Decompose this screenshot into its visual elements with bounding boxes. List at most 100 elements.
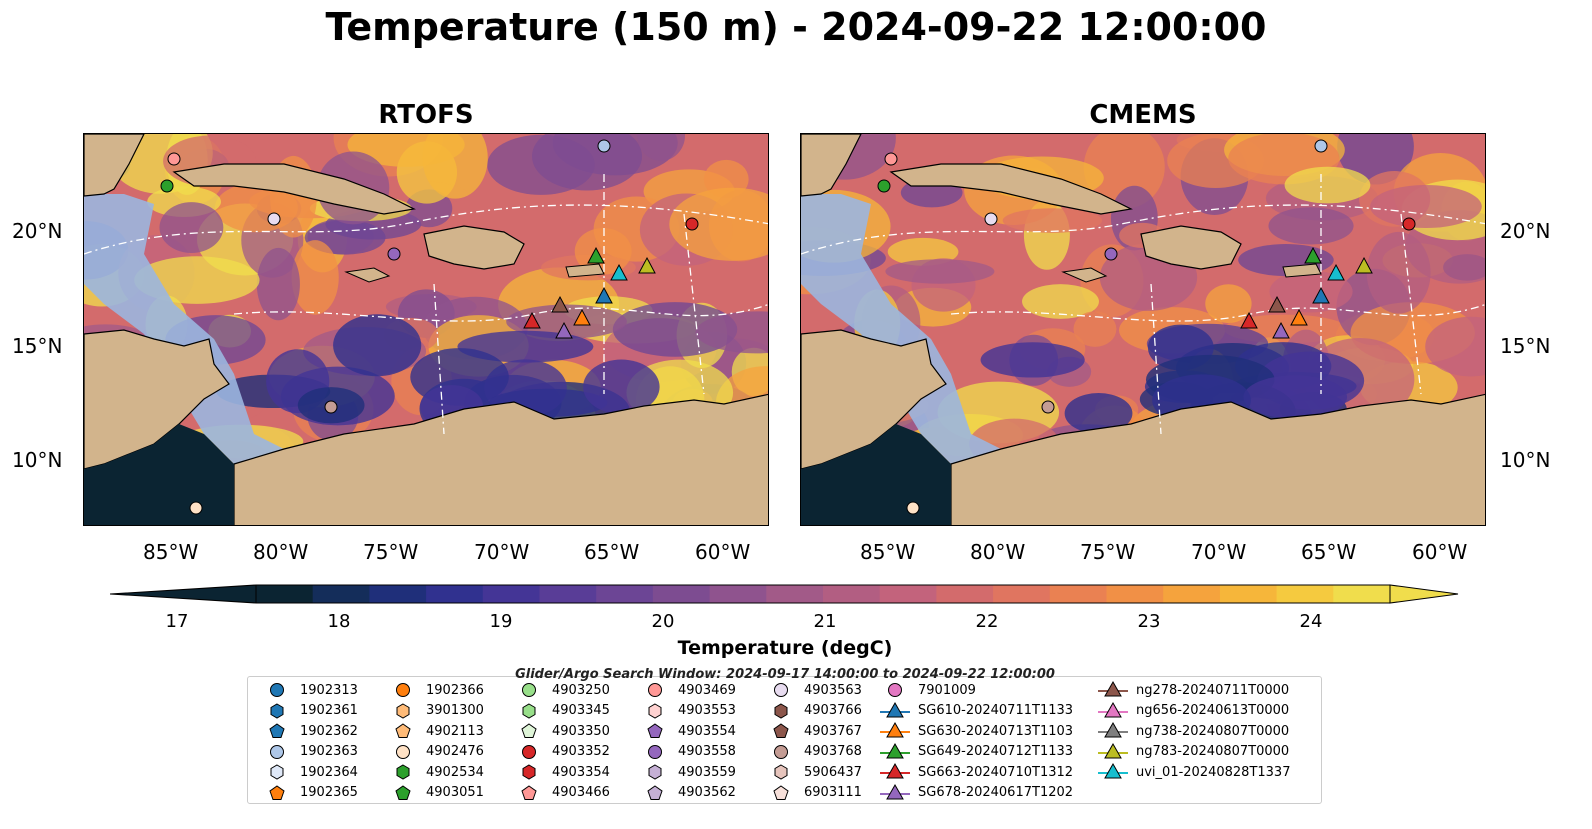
colorbar-tick-19: 19 [489, 611, 513, 632]
hexagon-marker-icon [522, 764, 536, 780]
legend-label: 7901009 [918, 682, 976, 698]
glider-marker [610, 263, 628, 281]
legend-entry: 4903767 [764, 721, 862, 741]
legend-entry: 1902361 [260, 701, 358, 721]
pentagon-marker-icon [521, 784, 537, 800]
legend-entry: ng738-20240807T0000 [1096, 721, 1289, 741]
float-marker [597, 139, 611, 153]
legend-entry: 4903466 [512, 783, 610, 803]
legend-label: 1902363 [300, 744, 358, 759]
float-marker [906, 501, 920, 515]
temperature-patch [695, 311, 768, 354]
legend-label: 4903559 [678, 764, 736, 780]
float-marker [1104, 247, 1118, 261]
triangle-line-marker-icon [1098, 721, 1128, 738]
circle-marker-icon [648, 744, 662, 759]
lon-label-85w-rtofs: 85°W [143, 540, 199, 564]
float-marker [387, 247, 401, 261]
pentagon-marker-icon [647, 784, 663, 800]
pacific-ocean [84, 424, 234, 525]
glider-marker [1312, 286, 1330, 304]
land-hispaniola [1140, 225, 1242, 270]
legend-entry: 1902363 [260, 742, 358, 762]
temperature-patch [1366, 231, 1431, 314]
glider-marker [551, 295, 569, 313]
temperature-colorbar [110, 584, 1459, 604]
lat-label-10n-right: 10°N [1500, 448, 1551, 472]
triangle-line-marker-icon [1098, 742, 1128, 758]
legend-label: 1902362 [300, 723, 358, 739]
glider-marker [523, 311, 541, 329]
circle-marker-icon [648, 683, 662, 697]
legend-entry: SG630-20240713T1103 [878, 721, 1073, 741]
legend-label: 4903563 [804, 682, 862, 698]
glider-marker [1355, 256, 1373, 274]
triangle-line-marker-icon [1098, 680, 1128, 697]
colorbar-label: Temperature (degC) [677, 637, 893, 659]
temperature-patch [1284, 166, 1371, 204]
pentagon-marker-icon [395, 723, 411, 738]
land-cuba [889, 163, 1133, 215]
legend-entry: 4903051 [386, 783, 484, 803]
circle-marker-icon [270, 744, 284, 759]
pentagon-marker-icon [395, 784, 411, 800]
circle-marker-icon [522, 683, 536, 697]
pentagon-marker-icon [647, 723, 663, 738]
legend-entry: ng656-20240613T0000 [1096, 701, 1289, 721]
hexagon-marker-icon [396, 702, 410, 719]
legend-label: 4903768 [804, 744, 862, 759]
temperature-patch [669, 187, 768, 261]
legend-label: 4902534 [426, 764, 484, 780]
legend-label: 4903250 [552, 682, 610, 698]
float-marker [984, 212, 998, 226]
temperature-patch [1269, 270, 1353, 313]
colorbar-tick-22: 22 [975, 611, 999, 632]
legend-entry: 4903469 [638, 680, 736, 700]
lon-label-75w-cmems: 75°W [1080, 540, 1136, 564]
colorbar-extend-high [1389, 584, 1459, 604]
lat-label-20n-left: 20°N [12, 219, 63, 243]
legend-label: 1902366 [426, 682, 484, 698]
legend-entry: SG663-20240710T1312 [878, 762, 1073, 782]
land-yucatan [84, 134, 145, 197]
colorbar-tick-21: 21 [813, 611, 837, 632]
legend-entry: 6903111 [764, 783, 862, 803]
colorbar-segment [936, 585, 994, 603]
land-cuba [172, 163, 416, 215]
glider-marker [555, 321, 573, 339]
colorbar-segment [369, 585, 427, 603]
glider-marker [573, 308, 591, 326]
float-marker [324, 400, 338, 414]
circle-marker-icon [396, 744, 410, 759]
float-marker [884, 152, 898, 166]
temperature-patch [1022, 284, 1099, 319]
colorbar-extend-low [110, 584, 257, 604]
legend-label: ng738-20240807T0000 [1136, 723, 1290, 739]
colorbar-segment [1276, 585, 1334, 603]
circle-marker-icon [522, 744, 536, 759]
land-hispaniola [423, 225, 525, 270]
colorbar-segment [426, 585, 484, 603]
legend-entry: 3901300 [386, 701, 484, 721]
float-marker [160, 179, 174, 193]
legend-label: ng656-20240613T0000 [1136, 703, 1290, 718]
legend-label: 1902365 [300, 785, 358, 800]
pentagon-marker-icon [269, 723, 285, 738]
float-marker [877, 179, 891, 193]
legend-box: 1902313 1902361 1902362 1902363 1902364 19023… [247, 676, 1322, 804]
land-yucatan [801, 134, 862, 197]
glider-marker [595, 286, 613, 304]
legend-entry: uvi_01-20240828T1337 [1096, 762, 1290, 782]
legend-entry: 1902362 [260, 721, 358, 741]
cold-patch [1243, 375, 1348, 419]
colorbar-outline [255, 584, 1391, 604]
triangle-line-marker-icon [880, 783, 910, 799]
legend-entry: SG678-20240617T1202 [878, 783, 1073, 803]
hexagon-marker-icon [522, 702, 536, 719]
triangle-line-marker-icon [880, 721, 910, 738]
temperature-patch [1002, 208, 1103, 233]
cold-patch [457, 330, 594, 363]
lon-label-70w-cmems: 70°W [1191, 540, 1247, 564]
lat-label-15n-right: 15°N [1500, 334, 1551, 358]
colorbar-segment [652, 585, 711, 603]
